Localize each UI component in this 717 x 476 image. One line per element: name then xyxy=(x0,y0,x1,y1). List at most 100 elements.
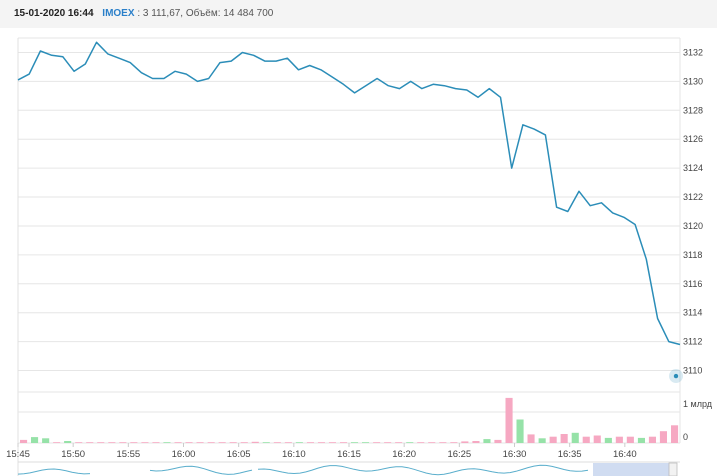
volume-bar xyxy=(218,442,226,443)
x-tick-label: 16:15 xyxy=(337,449,361,460)
volume-bar xyxy=(450,442,458,443)
volume-bar xyxy=(593,435,601,443)
navigator-line xyxy=(149,465,253,475)
y-tick-label: 3114 xyxy=(683,308,702,318)
volume-bar xyxy=(174,442,182,443)
volume-bar xyxy=(395,442,403,443)
x-tick-label: 16:30 xyxy=(503,449,527,460)
price-area: 3110 3112 3114 3116 3118 3120 3122 3124 3126 3128… xyxy=(17,41,703,384)
volume-bar xyxy=(31,437,39,443)
volume-bar xyxy=(516,419,524,443)
volume-bar xyxy=(384,442,392,443)
volume-bar xyxy=(229,442,237,443)
x-tick-label: 15:45 xyxy=(6,449,30,460)
y-tick-label: 3130 xyxy=(683,76,703,86)
volume-bar xyxy=(328,442,336,443)
header-ticker[interactable]: IMOEX xyxy=(102,8,135,19)
navigator-handle[interactable] xyxy=(668,462,678,476)
last-point-marker xyxy=(673,373,679,379)
y-tick-label: 3126 xyxy=(683,134,703,144)
volume-bar xyxy=(560,434,568,443)
x-tick-label: 16:40 xyxy=(613,449,637,460)
volume-bar xyxy=(163,442,171,443)
volume-bar xyxy=(262,442,270,443)
volume-bar xyxy=(86,442,94,443)
chart-header: 15-01-2020 16:44 IMOEX : 3 111,67, Объём… xyxy=(0,0,717,28)
navigator-line xyxy=(17,468,91,475)
volume-bar xyxy=(671,425,679,443)
volume-bar xyxy=(351,442,359,443)
header-volume: Объём: 14 484 700 xyxy=(185,8,274,19)
volume-bar xyxy=(637,437,645,443)
volume-tick-label: 0 xyxy=(683,432,688,442)
volume-bar xyxy=(340,442,348,443)
navigator-area xyxy=(17,461,680,476)
volume-bar xyxy=(439,442,447,443)
time-axis: 15:45 15:50 15:55 16:00 16:05 16:10 16:15 16:20… xyxy=(6,443,637,460)
x-tick-label: 16:00 xyxy=(172,449,196,460)
volume-bar xyxy=(152,442,160,443)
volume-bar xyxy=(53,442,61,443)
volume-bar xyxy=(141,442,149,443)
volume-bar xyxy=(362,442,370,443)
volume-bar xyxy=(615,436,623,443)
y-tick-label: 3112 xyxy=(683,337,702,347)
y-tick-label: 3120 xyxy=(683,221,703,231)
volume-bar xyxy=(75,442,83,443)
volume-bar xyxy=(538,438,546,443)
x-tick-label: 16:35 xyxy=(558,449,582,460)
volume-bar xyxy=(428,442,436,443)
volume-bar xyxy=(571,432,579,443)
volume-tick-label: 1 млрд xyxy=(683,399,713,409)
y-tick-label: 3116 xyxy=(683,279,702,289)
y-tick-label: 3110 xyxy=(683,366,702,376)
volume-bar xyxy=(505,397,513,443)
x-tick-label: 16:20 xyxy=(392,449,416,460)
volume-bar xyxy=(20,439,28,443)
x-tick-label: 16:25 xyxy=(447,449,471,460)
volume-bar xyxy=(472,441,480,443)
volume-bar xyxy=(604,437,612,443)
volume-bar xyxy=(119,442,127,443)
volume-bar xyxy=(108,442,116,443)
header-datetime: 15-01-2020 16:44 xyxy=(14,8,94,19)
volume-bar xyxy=(185,442,193,443)
x-tick-label: 15:55 xyxy=(116,449,140,460)
volume-area: 1 млрд 0 xyxy=(20,397,713,443)
volume-bar xyxy=(207,442,215,443)
x-tick-label: 16:05 xyxy=(227,449,251,460)
volume-bar xyxy=(295,442,303,443)
volume-bar xyxy=(659,431,667,443)
volume-bar xyxy=(417,442,425,443)
price-line xyxy=(17,41,681,346)
y-tick-label: 3124 xyxy=(683,163,703,173)
volume-bar xyxy=(64,441,72,443)
volume-bar xyxy=(273,442,281,443)
volume-bar xyxy=(626,436,634,443)
volume-bar xyxy=(317,442,325,443)
x-tick-label: 16:10 xyxy=(282,449,306,460)
volume-bar xyxy=(251,441,259,443)
y-tick-label: 3122 xyxy=(683,192,703,202)
volume-bar xyxy=(42,438,50,443)
y-tick-label: 3118 xyxy=(683,250,702,260)
volume-bar xyxy=(461,441,469,443)
volume-bar xyxy=(306,442,314,443)
volume-bar xyxy=(284,442,292,443)
volume-bar xyxy=(494,439,502,443)
navigator-selection xyxy=(593,463,669,476)
volume-bar xyxy=(406,442,414,443)
volume-bar xyxy=(240,442,248,443)
volume-bar xyxy=(648,436,656,443)
volume-bar xyxy=(527,434,535,443)
volume-bar xyxy=(549,436,557,443)
y-tick-label: 3132 xyxy=(683,47,703,57)
volume-bar xyxy=(97,442,105,443)
volume-bar xyxy=(130,442,138,443)
volume-bar xyxy=(196,442,204,443)
navigator-line xyxy=(257,464,589,476)
volume-bar xyxy=(582,436,590,443)
chart-grid xyxy=(17,37,681,476)
x-tick-label: 15:50 xyxy=(61,449,85,460)
